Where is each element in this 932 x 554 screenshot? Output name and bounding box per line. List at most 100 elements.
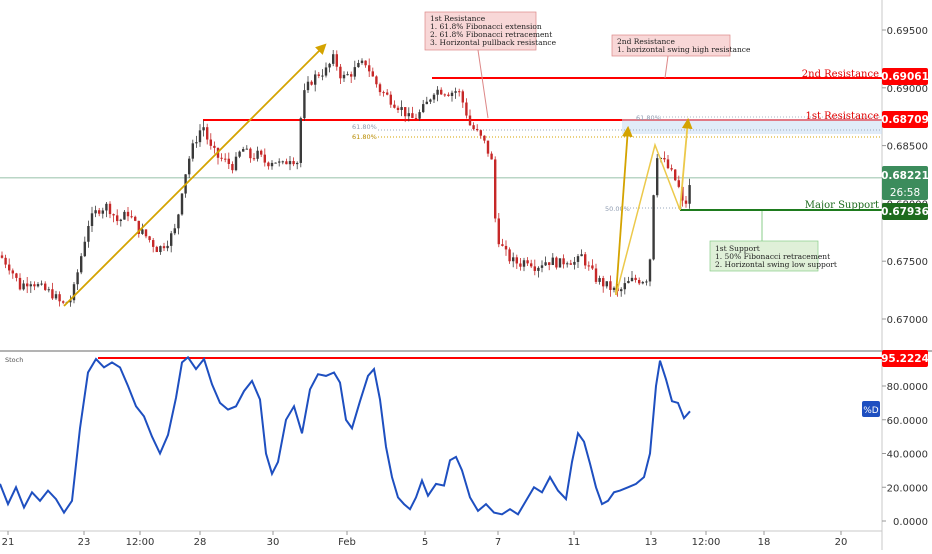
candle-147 [530, 259, 533, 269]
candle-144 [519, 257, 522, 271]
candle-124 [447, 92, 450, 97]
candle-4 [15, 272, 18, 282]
candle-179 [645, 279, 648, 286]
fib-label-c: 61.80% [636, 114, 661, 122]
candle-20 [72, 281, 76, 304]
stoch-tick-2: 40.0000 [887, 450, 928, 461]
candle-184 [663, 151, 666, 163]
candle-152 [548, 262, 551, 271]
candle-26 [94, 205, 97, 218]
candle-166 [598, 275, 601, 285]
candle-45 [162, 242, 166, 252]
candle-5 [18, 273, 22, 291]
candle-163 [587, 261, 590, 271]
current-price-badge: 0.68221 26:58 [881, 166, 929, 200]
time-tick-8: 11 [568, 537, 581, 548]
price-tick-2: 0.68500 [887, 142, 928, 153]
candle-57 [206, 123, 209, 145]
candle-169 [609, 275, 612, 297]
candle-139 [501, 238, 504, 247]
candle-133 [479, 129, 482, 139]
fib-label-d: 50.00% [605, 205, 630, 213]
candle-58 [209, 133, 212, 150]
candle-136 [490, 151, 493, 160]
candle-159 [573, 257, 576, 270]
time-tick-4: 30 [267, 537, 280, 548]
stoch-tick-0: 80.0000 [887, 382, 928, 393]
time-tick-1: 23 [78, 537, 91, 548]
stoch-d-line[interactable] [0, 355, 691, 516]
candle-72 [260, 149, 263, 158]
note-first-resistance[interactable]: 1st Resistance 1. 61.8% Fibonacci extens… [424, 11, 557, 119]
candle-180 [648, 258, 652, 287]
note-first-support-line-2: 2. Horizontal swing low support [715, 260, 837, 269]
candle-146 [526, 257, 529, 267]
time-tick-3: 28 [194, 537, 207, 548]
candle-27 [98, 207, 101, 217]
candle-175 [630, 270, 634, 282]
candle-50 [180, 193, 184, 216]
stoch-axis[interactable]: 80.0000 60.0000 40.0000 20.0000 0.0000 [882, 382, 928, 528]
candle-33 [119, 218, 122, 227]
candle-177 [638, 277, 641, 286]
candle-1 [4, 254, 7, 269]
candle-122 [440, 87, 443, 95]
candle-126 [454, 87, 457, 99]
candle-153 [551, 253, 554, 266]
stoch-legend-badge: %D [862, 401, 880, 417]
candle-8 [29, 281, 32, 293]
note-second-resistance-pointer [664, 55, 669, 79]
candle-100 [360, 58, 364, 65]
fib-projection-arrow-1[interactable] [615, 125, 633, 296]
second-resistance-value: 0.69061 [881, 71, 929, 83]
stoch-tick-4: 0.0000 [893, 517, 928, 528]
fib-label-a: 61.80% [352, 123, 377, 131]
note-second-resistance[interactable]: 2nd Resistance 1. horizontal swing high … [611, 34, 751, 79]
major-support-badge: 0.67936 [881, 203, 929, 220]
candle-96 [346, 71, 349, 76]
candle-120 [432, 92, 436, 103]
candle-140 [504, 240, 508, 256]
candle-137 [494, 156, 497, 223]
fib-projection-path[interactable] [615, 142, 681, 296]
candle-186 [670, 164, 673, 172]
uptrend-arrow[interactable] [63, 43, 327, 307]
second-resistance-label: 2nd Resistance [802, 69, 879, 80]
candle-151 [544, 256, 547, 267]
candle-64 [231, 161, 234, 174]
candle-15 [54, 290, 58, 301]
first-resistance-label: 1st Resistance [805, 111, 879, 122]
candle-114 [411, 106, 414, 119]
candle-44 [159, 245, 162, 255]
candle-170 [612, 286, 616, 293]
candle-160 [576, 254, 580, 269]
candle-156 [562, 254, 565, 269]
candle-141 [508, 247, 511, 264]
candle-61 [220, 153, 223, 162]
candle-178 [641, 280, 644, 285]
candle-101 [364, 60, 367, 68]
candle-55 [198, 124, 202, 147]
time-axis[interactable]: 21 23 12:00 28 30 Feb 5 7 11 13 12:00 18 20 [2, 531, 848, 548]
note-first-support[interactable]: 1st Support 1. 50% Fibonacci retracement… [709, 211, 837, 272]
time-tick-7: 7 [495, 537, 501, 548]
candle-168 [605, 281, 608, 289]
note-second-resistance-line-0: 2nd Resistance [617, 37, 675, 46]
time-tick-11: 18 [758, 537, 771, 548]
price-tick-5: 0.67000 [887, 315, 928, 326]
candle-172 [620, 287, 623, 297]
candle-182 [656, 154, 659, 198]
candle-97 [350, 71, 353, 84]
time-tick-9: 13 [645, 537, 658, 548]
fib-projection-arrow-2[interactable] [679, 117, 693, 211]
time-tick-5: Feb [338, 537, 356, 548]
candlestick-series[interactable] [0, 49, 691, 307]
candle-112 [404, 107, 407, 123]
price-tick-1: 0.69000 [887, 84, 928, 95]
candle-53 [191, 139, 194, 162]
candle-82 [296, 161, 299, 170]
fib-label-b: 61.80% [352, 133, 377, 141]
indicator-title: Stoch [5, 356, 23, 364]
